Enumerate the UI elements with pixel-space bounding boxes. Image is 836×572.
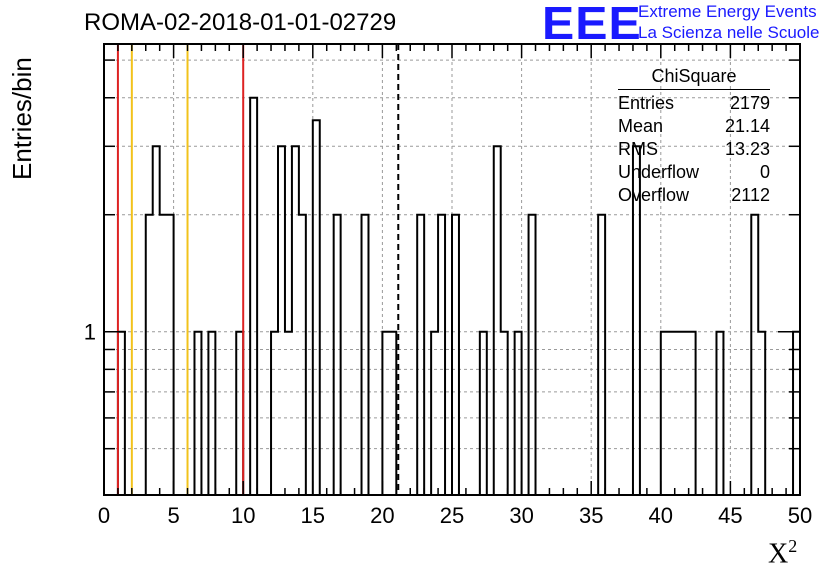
histogram-bin bbox=[334, 215, 341, 495]
histogram-bin bbox=[271, 332, 278, 495]
stats-value: 21.14 bbox=[724, 116, 770, 136]
stats-box: ChiSquare Entries 2179 Mean 21.14 RMS 13… bbox=[610, 66, 778, 207]
histogram-bin bbox=[682, 332, 689, 495]
stats-value: 2179 bbox=[729, 93, 770, 113]
stats-row-underflow: Underflow 0 bbox=[610, 161, 778, 184]
x-tick-label: 20 bbox=[370, 503, 394, 528]
histogram-bin bbox=[285, 332, 292, 495]
histogram-bin bbox=[501, 332, 508, 495]
histogram-bin bbox=[598, 215, 605, 495]
histogram-bin bbox=[689, 332, 696, 495]
histogram-bin bbox=[362, 215, 369, 495]
x-tick-label: 40 bbox=[649, 503, 673, 528]
eee-logo: EEE bbox=[542, 0, 642, 49]
stats-label: Entries bbox=[618, 93, 675, 113]
histogram-bin bbox=[389, 332, 396, 495]
histogram-bin bbox=[292, 146, 299, 495]
histogram-bin bbox=[668, 332, 675, 495]
histogram-bin bbox=[167, 215, 174, 495]
x-tick-label: 35 bbox=[579, 503, 603, 528]
histogram-bin bbox=[675, 332, 682, 495]
histogram-bin bbox=[417, 215, 424, 495]
histogram-bin bbox=[160, 215, 167, 495]
histogram-bin bbox=[793, 332, 800, 495]
histogram-bin bbox=[452, 215, 459, 495]
x-tick-label: 25 bbox=[440, 503, 464, 528]
stats-label: Underflow bbox=[618, 162, 700, 182]
axis-ticks: 0 5 10 15 20 25 30 35 40 45 50 1 bbox=[84, 44, 812, 528]
histogram-bin bbox=[278, 146, 285, 495]
histogram-bin bbox=[431, 332, 438, 495]
stats-title: ChiSquare bbox=[618, 66, 770, 90]
run-title: ROMA-02-2018-01-01-02729 bbox=[84, 9, 397, 36]
histogram-bin bbox=[529, 215, 536, 495]
histogram-bin bbox=[236, 332, 243, 495]
stats-row-mean: Mean 21.14 bbox=[610, 115, 778, 138]
histogram-bin bbox=[194, 332, 201, 495]
stats-value: 0 bbox=[759, 162, 770, 182]
stats-row-overflow: Overflow 2112 bbox=[610, 184, 778, 207]
histogram-bin bbox=[313, 120, 320, 495]
x-tick-label: 45 bbox=[718, 503, 742, 528]
x-tick-label: 30 bbox=[509, 503, 533, 528]
histogram-bin bbox=[758, 332, 765, 495]
histogram-bin bbox=[515, 332, 522, 495]
histogram-bin bbox=[661, 332, 668, 495]
logo-tagline-1: Extreme Energy Events bbox=[638, 2, 817, 21]
x-tick-label: 50 bbox=[788, 503, 812, 528]
stats-label: RMS bbox=[618, 139, 658, 159]
x-axis-label-symbol: X bbox=[768, 538, 789, 570]
x-tick-label: 0 bbox=[98, 503, 110, 528]
y-axis-label: Entries/bin bbox=[7, 57, 37, 180]
histogram-bin bbox=[118, 332, 125, 495]
y-tick-label: 1 bbox=[84, 320, 96, 345]
reference-lines bbox=[116, 44, 400, 495]
histogram-bin bbox=[208, 332, 215, 495]
x-axis-label-superscript: 2 bbox=[788, 536, 798, 556]
histogram-bin bbox=[153, 146, 160, 495]
x-tick-label: 15 bbox=[301, 503, 325, 528]
histogram-bin bbox=[480, 332, 487, 495]
histogram-bin bbox=[438, 215, 445, 495]
histogram-bin bbox=[716, 332, 723, 495]
histogram-bin bbox=[494, 146, 501, 495]
x-tick-label: 5 bbox=[167, 503, 179, 528]
logo-tagline-2: La Scienza nelle Scuole bbox=[638, 23, 820, 42]
stats-label: Overflow bbox=[618, 185, 690, 205]
x-axis-label: X2 bbox=[768, 536, 797, 570]
histogram-bin bbox=[250, 98, 257, 495]
histogram-bin bbox=[751, 215, 758, 495]
histogram-bin bbox=[382, 332, 389, 495]
stats-value: 13.23 bbox=[724, 139, 770, 159]
stats-label: Mean bbox=[618, 116, 664, 136]
histogram-bin bbox=[299, 215, 306, 495]
stats-value: 2112 bbox=[731, 185, 770, 205]
x-tick-label: 10 bbox=[231, 503, 255, 528]
stats-row-entries: Entries 2179 bbox=[610, 92, 778, 115]
histogram-bin bbox=[146, 215, 153, 495]
stats-row-rms: RMS 13.23 bbox=[610, 138, 778, 161]
